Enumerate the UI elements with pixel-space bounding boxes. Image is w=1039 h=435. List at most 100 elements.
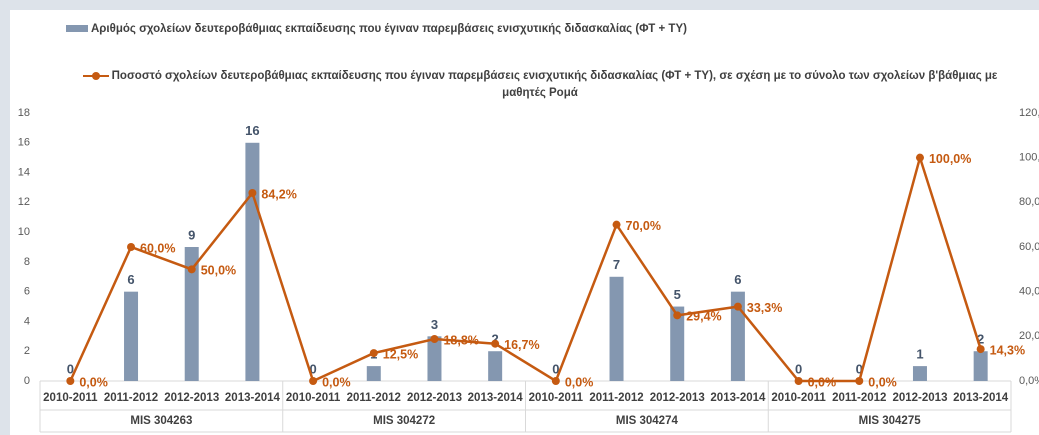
- bar: [366, 366, 381, 381]
- line-point: [309, 377, 318, 385]
- line-point: [733, 302, 742, 311]
- y-tick-label: 6: [24, 286, 30, 298]
- bar-value-label: 3: [431, 317, 438, 332]
- line-point: [673, 311, 682, 320]
- bar-value-label: 6: [734, 272, 741, 287]
- line-value-label: 50,0%: [201, 264, 236, 278]
- line-value-label: 12,5%: [383, 347, 418, 361]
- y-tick-label: 14: [18, 166, 30, 178]
- x-tick-label: 2010-2011: [771, 392, 826, 404]
- bar: [184, 247, 199, 381]
- bar-value-label: 16: [245, 123, 259, 138]
- line-value-label: 0,0%: [79, 375, 108, 389]
- y-tick-label: 18: [18, 107, 30, 119]
- line-value-label: 0,0%: [868, 375, 897, 389]
- legend-entry: Ποσοστό σχολείων δευτεροβάθμιας εκπαίδευ…: [60, 68, 1020, 102]
- line-point: [491, 339, 500, 348]
- y-tick-label: 10: [18, 226, 30, 238]
- line-point: [976, 345, 985, 354]
- line-point: [369, 349, 378, 358]
- y2-tick-label: 40,0%: [1019, 286, 1039, 298]
- line-value-label: 33,3%: [747, 301, 782, 315]
- line-value-label: 14,3%: [990, 343, 1025, 357]
- bar: [488, 351, 503, 381]
- line-point: [66, 377, 75, 385]
- bar: [973, 351, 988, 381]
- y-tick-label: 2: [24, 345, 30, 357]
- x-tick-label: 2013-2014: [468, 392, 524, 404]
- y2-tick-label: 0,0%: [1019, 375, 1039, 387]
- group-label: MIS 304275: [859, 415, 922, 427]
- x-tick-label: 2011-2012: [832, 392, 886, 404]
- line-point: [248, 188, 257, 197]
- line: [69, 153, 982, 383]
- group-label: MIS 304272: [373, 415, 435, 427]
- line-point: [612, 220, 621, 229]
- y-tick-label: 0: [24, 375, 30, 387]
- x-tick-label: 2013-2014: [953, 392, 1009, 404]
- x-tick-label: 2013-2014: [225, 392, 281, 404]
- x-tick-label: 2012-2013: [164, 392, 219, 404]
- y-tick-label: 12: [18, 196, 30, 208]
- x-tick-label: 2010-2011: [43, 392, 98, 404]
- y-tick-label: 4: [24, 315, 30, 327]
- x-tick-label: 2012-2013: [892, 392, 947, 404]
- line-value-label: 84,2%: [261, 187, 296, 201]
- x-tick-label: 2011-2012: [104, 392, 158, 404]
- bar: [730, 291, 745, 381]
- x-tick-label: 2011-2012: [589, 392, 643, 404]
- x-tick-label: 2010-2011: [529, 392, 584, 404]
- line-point: [915, 153, 924, 162]
- bar: [124, 291, 139, 381]
- bar: [912, 366, 927, 381]
- legend-swatch: [66, 25, 88, 33]
- legend-label: Ποσοστό σχολείων δευτεροβάθμιας εκπαίδευ…: [111, 70, 998, 99]
- group-label: MIS 304263: [130, 415, 192, 427]
- group-label: MIS 304274: [616, 415, 679, 427]
- bar: [245, 142, 260, 381]
- y2-tick-label: 60,0%: [1019, 241, 1039, 253]
- bar-value-label: 9: [188, 227, 195, 242]
- line-value-label: 0,0%: [322, 375, 351, 389]
- y2-tick-label: 100,0%: [1019, 152, 1039, 164]
- bar-value-label: 6: [127, 272, 134, 287]
- y2-tick-label: 120,0%: [1019, 107, 1039, 119]
- bar: [670, 306, 685, 381]
- line-point: [187, 265, 196, 274]
- y2-tick-label: 80,0%: [1019, 196, 1039, 208]
- line-value-label: 0,0%: [808, 375, 837, 389]
- line-value-label: 16,7%: [504, 338, 539, 352]
- bar: [427, 336, 442, 381]
- legend-label: Αριθμός σχολείων δευτεροβάθμιας εκπαίδευ…: [91, 23, 687, 35]
- line-value-label: 100,0%: [929, 152, 971, 166]
- bar-value-label: 0: [67, 361, 74, 376]
- bar-value-label: 1: [916, 347, 923, 362]
- legend-entry: Αριθμός σχολείων δευτεροβάθμιας εκπαίδευ…: [66, 23, 687, 35]
- x-tick-label: 2012-2013: [407, 392, 462, 404]
- y-tick-label: 8: [24, 256, 30, 268]
- legend-swatch: [82, 71, 109, 80]
- line-point: [430, 335, 439, 344]
- x-tick-label: 2012-2013: [650, 392, 705, 404]
- x-tick-label: 2010-2011: [286, 392, 341, 404]
- line-point: [551, 377, 560, 385]
- line-value-label: 29,4%: [686, 310, 721, 324]
- bar-value-label: 0: [795, 361, 802, 376]
- bar-value-label: 5: [674, 287, 681, 302]
- line-point: [127, 243, 136, 251]
- line-value-label: 70,0%: [626, 219, 661, 233]
- bar-value-label: 0: [309, 361, 316, 376]
- x-tick-label: 2013-2014: [710, 392, 766, 404]
- line-point: [794, 377, 803, 385]
- bar-value-label: 2: [977, 332, 984, 347]
- line-value-label: 60,0%: [140, 241, 175, 255]
- line-point: [855, 377, 864, 385]
- line-value-label: 18,8%: [443, 333, 478, 347]
- bar-value-label: 7: [613, 257, 620, 272]
- bar: [609, 276, 624, 381]
- y-tick-label: 16: [18, 137, 30, 149]
- line-value-label: 0,0%: [565, 375, 594, 389]
- bar-value-label: 0: [856, 361, 863, 376]
- bar-value-label: 2: [492, 332, 499, 347]
